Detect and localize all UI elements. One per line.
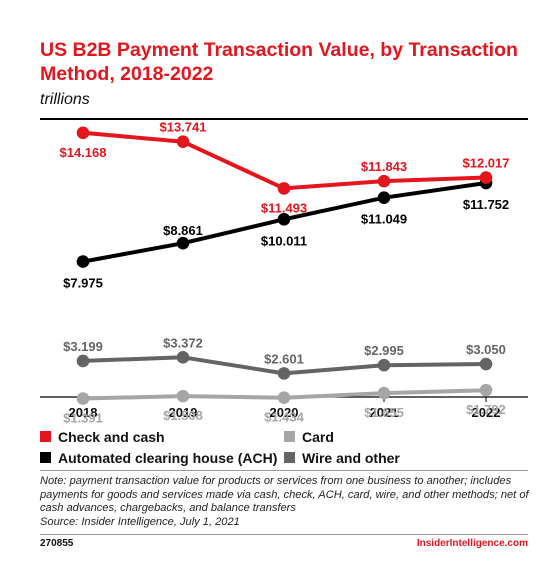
- legend-divider: [40, 470, 528, 471]
- data-point: [176, 135, 190, 148]
- chart-title: US B2B Payment Transaction Value, by Tra…: [40, 39, 518, 85]
- data-point: [377, 358, 391, 372]
- data-point: [377, 174, 391, 188]
- legend-swatch: [284, 431, 295, 442]
- data-point: [76, 354, 90, 368]
- data-label: $8.861: [163, 223, 203, 238]
- data-label: $1.792: [466, 402, 506, 417]
- data-label: $11.493: [261, 200, 307, 215]
- data-label: $11.843: [361, 159, 407, 174]
- x-tick-label: 2022: [472, 405, 501, 420]
- x-tick-label: 2019: [169, 405, 198, 420]
- data-point: [76, 255, 90, 268]
- legend-label: Automated clearing house (ACH): [58, 450, 278, 466]
- data-label: $11.752: [463, 197, 509, 212]
- data-label: $3.372: [163, 335, 203, 350]
- x-tick-label: 2018: [69, 405, 98, 420]
- data-point: [277, 367, 291, 380]
- x-tick-label: 2020: [270, 405, 299, 420]
- legend-swatch: [40, 452, 51, 463]
- legend-label: Wire and other: [302, 450, 400, 466]
- footer-divider: [40, 534, 528, 535]
- data-label: $1.391: [63, 411, 103, 426]
- data-point: [76, 392, 90, 405]
- data-label: $3.050: [466, 342, 506, 357]
- data-point: [479, 171, 493, 184]
- data-point: [277, 391, 291, 404]
- data-point: [479, 383, 493, 397]
- note-text: Note: payment transaction value for prod…: [40, 475, 529, 515]
- data-point: [176, 389, 190, 403]
- top-rule: [40, 118, 528, 120]
- data-label: $11.049: [361, 212, 407, 227]
- legend-label: Check and cash: [58, 429, 165, 445]
- data-label: $13.741: [160, 120, 207, 135]
- data-point: [76, 126, 90, 140]
- data-label: $2.995: [364, 343, 404, 358]
- data-point: [277, 212, 291, 226]
- data-label: $2.601: [264, 351, 304, 366]
- data-point: [377, 386, 391, 400]
- data-point: [377, 191, 391, 204]
- legend-swatch: [40, 431, 51, 442]
- brand-link[interactable]: InsiderIntelligence.com: [416, 538, 528, 549]
- legend-label: Card: [302, 429, 334, 445]
- line-chart: 2018 2019 2020 2021 2022 $14.168 $13.741 $11.49…: [40, 120, 528, 426]
- data-point: [176, 236, 190, 250]
- source-text: Source: Insider Intelligence, July 1, 20…: [40, 515, 240, 528]
- series-line: [82, 130, 487, 191]
- legend-swatch: [284, 452, 295, 463]
- data-label: $7.975: [63, 276, 103, 291]
- data-label: $1.655: [364, 405, 404, 420]
- data-point: [277, 182, 291, 195]
- data-label: $1.508: [163, 408, 203, 423]
- data-label: $3.199: [63, 339, 103, 354]
- chart-id: 270855: [40, 538, 74, 549]
- chart-subtitle: trillions: [40, 91, 90, 108]
- data-point: [479, 357, 493, 371]
- data-label: $12.017: [463, 156, 510, 171]
- data-label: $10.011: [261, 233, 307, 248]
- data-label: $14.168: [60, 145, 107, 160]
- data-label: $1.434: [264, 410, 305, 425]
- data-point: [176, 351, 190, 364]
- footnote: Note: payment transaction value for prod…: [40, 475, 535, 529]
- x-tick-label: 2021: [370, 405, 399, 420]
